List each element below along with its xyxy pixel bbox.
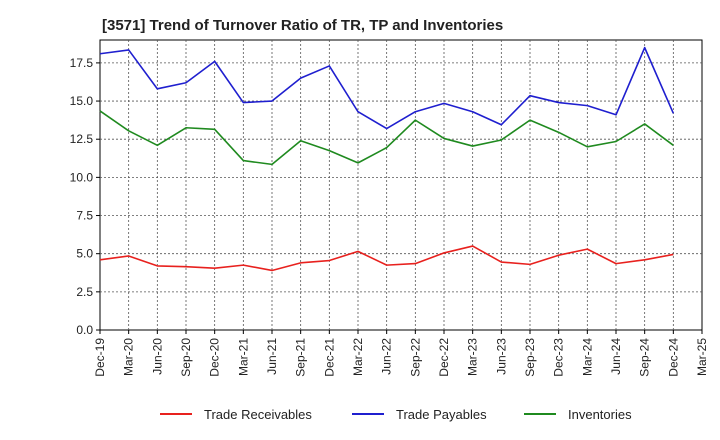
x-tick-label: Mar-22 bbox=[351, 338, 365, 376]
y-tick-label: 2.5 bbox=[76, 285, 93, 299]
x-tick-label: Jun-24 bbox=[609, 338, 623, 375]
x-tick-label: Dec-23 bbox=[552, 338, 566, 377]
legend-label: Trade Receivables bbox=[204, 407, 312, 422]
y-tick-label: 0.0 bbox=[76, 323, 93, 337]
y-tick-label: 12.5 bbox=[70, 132, 94, 146]
x-tick-label: Dec-21 bbox=[322, 338, 336, 377]
y-tick-label: 15.0 bbox=[70, 94, 94, 108]
legend: Trade Receivables Trade Payables Inventori… bbox=[160, 407, 632, 422]
y-axis: 0.0 2.5 5.0 7.5 10.0 12.5 15.0 17.5 bbox=[70, 56, 100, 337]
x-tick-label: Mar-20 bbox=[122, 338, 136, 376]
series-line-inventories bbox=[99, 110, 674, 166]
x-tick-label: Mar-24 bbox=[580, 338, 594, 376]
grid-lines bbox=[100, 40, 702, 330]
x-tick-label: Dec-19 bbox=[93, 338, 107, 377]
series-group bbox=[99, 46, 675, 272]
plot-area bbox=[99, 39, 703, 331]
x-tick-label: Dec-20 bbox=[208, 338, 222, 377]
y-tick-label: 10.0 bbox=[70, 170, 94, 184]
y-tick-label: 5.0 bbox=[76, 247, 93, 261]
x-tick-label: Dec-24 bbox=[666, 338, 680, 377]
x-tick-label: Sep-22 bbox=[408, 338, 422, 377]
series-line-trade-receivables bbox=[99, 245, 674, 272]
x-tick-label: Sep-24 bbox=[638, 338, 652, 377]
legend-label: Trade Payables bbox=[396, 407, 487, 422]
y-tick-label: 17.5 bbox=[70, 56, 94, 70]
x-tick-label: Jun-23 bbox=[494, 338, 508, 375]
x-tick-label: Dec-22 bbox=[437, 338, 451, 377]
x-tick-label: Mar-21 bbox=[236, 338, 250, 376]
series-line-trade-payables bbox=[99, 46, 675, 130]
x-tick-label: Sep-23 bbox=[523, 338, 537, 377]
x-tick-label: Sep-21 bbox=[294, 338, 308, 377]
x-tick-label: Jun-21 bbox=[265, 338, 279, 375]
x-tick-label: Mar-25 bbox=[695, 338, 709, 376]
x-tick-label: Mar-23 bbox=[466, 338, 480, 376]
chart-title: [3571] Trend of Turnover Ratio of TR, TP… bbox=[102, 17, 503, 34]
x-axis: Dec-19 Mar-20 Jun-20 Sep-20 Dec-20 Mar-21 Jun-… bbox=[93, 330, 709, 377]
legend-label: Inventories bbox=[568, 407, 632, 422]
x-tick-label: Jun-22 bbox=[380, 338, 394, 375]
x-tick-label: Jun-20 bbox=[150, 338, 164, 375]
x-tick-label: Sep-20 bbox=[179, 338, 193, 377]
y-tick-label: 7.5 bbox=[76, 209, 93, 223]
